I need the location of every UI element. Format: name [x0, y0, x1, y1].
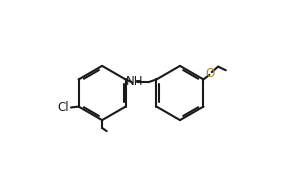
Text: Cl: Cl [58, 101, 69, 114]
Text: O: O [206, 68, 215, 80]
Text: NH: NH [126, 75, 143, 88]
